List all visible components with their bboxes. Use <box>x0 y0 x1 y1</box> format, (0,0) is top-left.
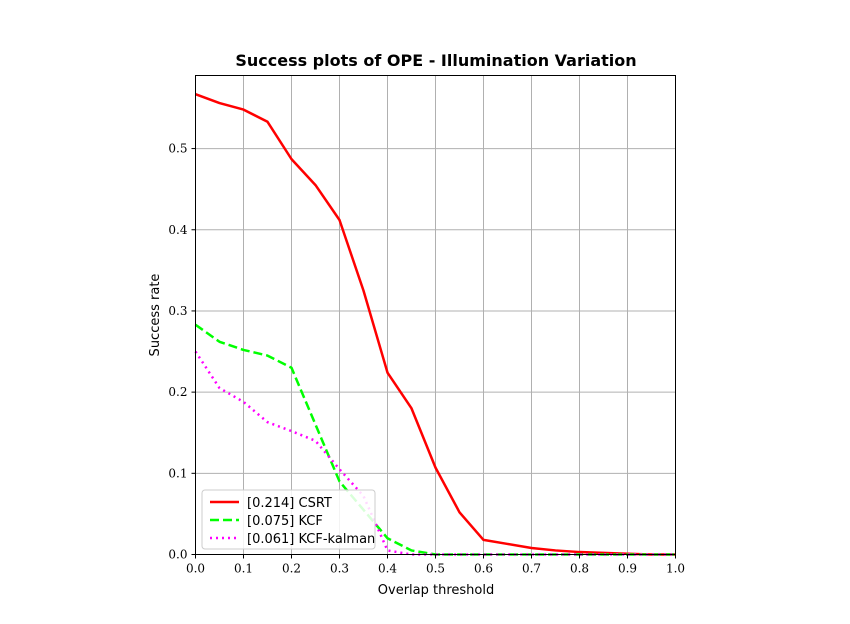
y-tick-label: 0.5 <box>168 142 187 156</box>
x-tick-label: 0.7 <box>522 562 541 576</box>
legend-label-1: [0.214] CSRT <box>247 496 332 511</box>
y-tick-label: 0.0 <box>168 548 187 562</box>
x-tick-label: 0.6 <box>474 562 493 576</box>
axis-ticks: 0.0 0.1 0.2 0.3 0.4 0.5 0.6 0.7 0.8 0.9 1.0 0.0 0.1 0… <box>168 142 685 576</box>
x-tick-label: 0.1 <box>234 562 253 576</box>
x-tick-label: 0.0 <box>186 562 205 576</box>
x-tick-label: 0.5 <box>426 562 445 576</box>
x-axis-label: Overlap threshold <box>378 583 494 598</box>
chart-title: Success plots of OPE - Illumination Vari… <box>235 51 636 70</box>
y-tick-label: 0.3 <box>168 304 187 318</box>
y-tick-label: 0.4 <box>168 223 187 237</box>
x-tick-label: 0.2 <box>282 562 301 576</box>
x-tick-label: 1.0 <box>666 562 685 576</box>
legend-label-2: [0.075] KCF <box>247 514 323 529</box>
x-tick-label: 0.9 <box>618 562 637 576</box>
y-axis-label: Success rate <box>148 274 163 357</box>
legend: [0.214] CSRT [0.075] KCF [0.061] KCF-kalma… <box>201 489 376 550</box>
y-tick-label: 0.2 <box>168 385 187 399</box>
x-tick-label: 0.3 <box>330 562 349 576</box>
x-tick-label: 0.8 <box>570 562 589 576</box>
legend-box <box>201 489 376 550</box>
y-tick-label: 0.1 <box>168 466 187 480</box>
legend-label-3: [0.061] KCF-kalman <box>247 532 375 547</box>
series-line-1 <box>195 92 676 556</box>
x-tick-label: 0.4 <box>378 562 397 576</box>
